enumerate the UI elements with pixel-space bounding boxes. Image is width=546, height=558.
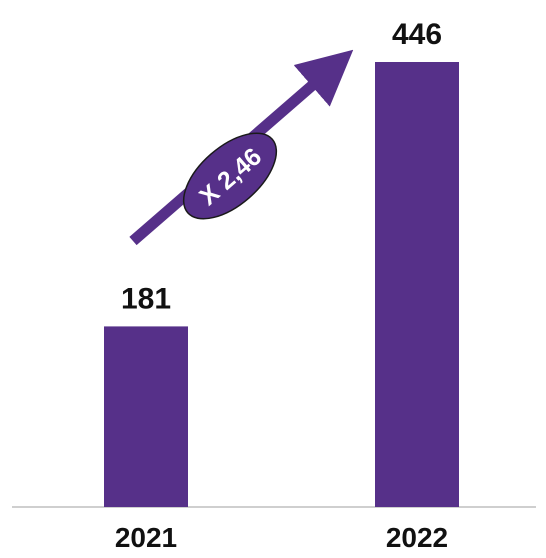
data-label-2022: 446 (392, 18, 442, 51)
growth-badge-shape (182, 132, 278, 220)
growth-badge: X 2,46 (182, 132, 278, 220)
bar-2021 (104, 326, 188, 507)
bar-2022 (375, 62, 459, 507)
data-label-2021: 181 (121, 282, 171, 315)
x-tick-label-2022: 2022 (386, 522, 448, 553)
x-tick-label-2021: 2021 (115, 522, 177, 553)
